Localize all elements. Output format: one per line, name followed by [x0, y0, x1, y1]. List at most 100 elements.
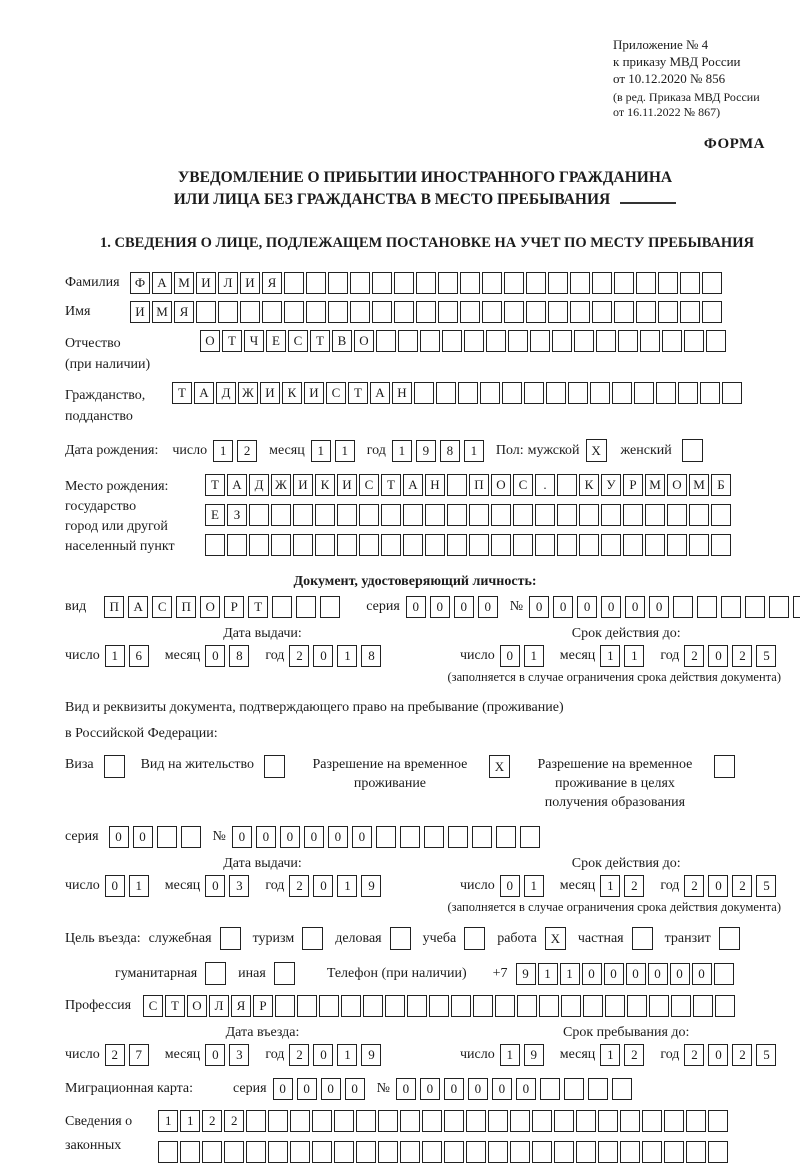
char-cell[interactable]: 1 — [104, 645, 125, 667]
char-cell[interactable]: Т — [222, 330, 242, 352]
char-cell[interactable] — [532, 1110, 553, 1132]
char-cell[interactable] — [579, 504, 599, 526]
char-cell[interactable]: 1 — [600, 875, 621, 897]
char-cell[interactable]: 0 — [419, 1078, 440, 1100]
char-cell[interactable]: Ч — [244, 330, 264, 352]
char-cell[interactable] — [328, 272, 348, 294]
char-cell[interactable]: 1 — [337, 645, 358, 667]
char-cell[interactable] — [328, 301, 348, 323]
char-cell[interactable] — [372, 272, 392, 294]
char-cell[interactable] — [535, 534, 555, 556]
char-cell[interactable] — [627, 995, 647, 1017]
char-cell[interactable] — [473, 995, 493, 1017]
char-cell[interactable]: 9 — [361, 1044, 382, 1066]
char-cell[interactable] — [414, 382, 434, 404]
char-cell[interactable] — [381, 534, 401, 556]
char-cell[interactable] — [680, 301, 700, 323]
char-cell[interactable]: 1 — [337, 1044, 358, 1066]
char-cell[interactable] — [416, 272, 436, 294]
char-cell[interactable] — [394, 301, 414, 323]
char-cell[interactable] — [334, 1141, 355, 1163]
char-cell[interactable]: М — [645, 474, 665, 496]
char-cell[interactable]: С — [513, 474, 533, 496]
char-cell[interactable] — [486, 330, 506, 352]
char-cell[interactable]: Т — [381, 474, 401, 496]
char-cell[interactable] — [702, 272, 722, 294]
char-cell[interactable] — [539, 995, 559, 1017]
char-cell[interactable]: 8 — [361, 645, 382, 667]
char-cell[interactable]: 2 — [289, 875, 310, 897]
char-cell[interactable] — [667, 504, 687, 526]
char-cell[interactable] — [563, 1078, 584, 1100]
char-cell[interactable]: П — [469, 474, 489, 496]
char-cell[interactable]: А — [227, 474, 247, 496]
char-cell[interactable] — [510, 1110, 531, 1132]
char-cell[interactable]: 6 — [128, 645, 149, 667]
char-cell[interactable] — [693, 995, 713, 1017]
char-cell[interactable]: 1 — [128, 875, 149, 897]
char-cell[interactable] — [526, 272, 546, 294]
char-cell[interactable]: 0 — [708, 875, 729, 897]
char-cell[interactable] — [372, 301, 392, 323]
char-cell[interactable]: Л — [209, 995, 229, 1017]
char-cell[interactable]: Т — [310, 330, 330, 352]
char-cell[interactable]: 1 — [624, 645, 645, 667]
char-cell[interactable]: 0 — [205, 645, 226, 667]
char-cell[interactable] — [524, 382, 544, 404]
char-cell[interactable] — [460, 272, 480, 294]
char-cell[interactable]: 1 — [180, 1110, 201, 1132]
char-cell[interactable]: 0 — [313, 1044, 334, 1066]
char-cell[interactable]: 1 — [499, 1044, 520, 1066]
char-cell[interactable] — [570, 272, 590, 294]
char-cell[interactable] — [284, 301, 304, 323]
char-cell[interactable] — [356, 1141, 377, 1163]
char-cell[interactable] — [350, 301, 370, 323]
char-cell[interactable]: 1 — [334, 439, 355, 462]
purpose-official-checkbox[interactable] — [219, 927, 241, 950]
char-cell[interactable] — [275, 995, 295, 1017]
char-cell[interactable]: М — [152, 301, 172, 323]
char-cell[interactable] — [262, 301, 282, 323]
char-cell[interactable]: 2 — [289, 1044, 310, 1066]
char-cell[interactable] — [649, 995, 669, 1017]
char-cell[interactable] — [561, 995, 581, 1017]
char-cell[interactable]: И — [260, 382, 280, 404]
char-cell[interactable] — [636, 301, 656, 323]
char-cell[interactable]: 0 — [205, 1044, 226, 1066]
char-cell[interactable]: 0 — [467, 1078, 488, 1100]
char-cell[interactable] — [702, 301, 722, 323]
char-cell[interactable]: Т — [172, 382, 192, 404]
char-cell[interactable] — [416, 301, 436, 323]
char-cell[interactable]: 0 — [491, 1078, 512, 1100]
char-cell[interactable]: 3 — [229, 875, 250, 897]
char-cell[interactable] — [667, 534, 687, 556]
char-cell[interactable] — [601, 534, 621, 556]
char-cell[interactable] — [614, 301, 634, 323]
char-cell[interactable] — [546, 382, 566, 404]
char-cell[interactable]: 0 — [108, 826, 129, 848]
char-cell[interactable]: 1 — [537, 962, 558, 985]
char-cell[interactable]: 1 — [158, 1110, 179, 1132]
char-cell[interactable]: 0 — [205, 875, 226, 897]
char-cell[interactable] — [425, 534, 445, 556]
char-cell[interactable]: О — [200, 596, 221, 618]
char-cell[interactable]: К — [315, 474, 335, 496]
char-cell[interactable] — [290, 1141, 311, 1163]
char-cell[interactable]: 1 — [213, 439, 234, 462]
char-cell[interactable] — [592, 272, 612, 294]
char-cell[interactable]: 0 — [601, 596, 622, 618]
char-cell[interactable] — [568, 382, 588, 404]
char-cell[interactable] — [227, 534, 247, 556]
char-cell[interactable]: 0 — [313, 875, 334, 897]
char-cell[interactable] — [400, 1110, 421, 1132]
char-cell[interactable]: 0 — [344, 1078, 365, 1100]
char-cell[interactable] — [722, 382, 742, 404]
char-cell[interactable]: 2 — [104, 1044, 125, 1066]
char-cell[interactable]: 0 — [553, 596, 574, 618]
char-cell[interactable]: 2 — [732, 645, 753, 667]
char-cell[interactable]: О — [200, 330, 220, 352]
char-cell[interactable] — [312, 1110, 333, 1132]
char-cell[interactable] — [180, 826, 201, 848]
char-cell[interactable]: Я — [231, 995, 251, 1017]
char-cell[interactable] — [447, 534, 467, 556]
